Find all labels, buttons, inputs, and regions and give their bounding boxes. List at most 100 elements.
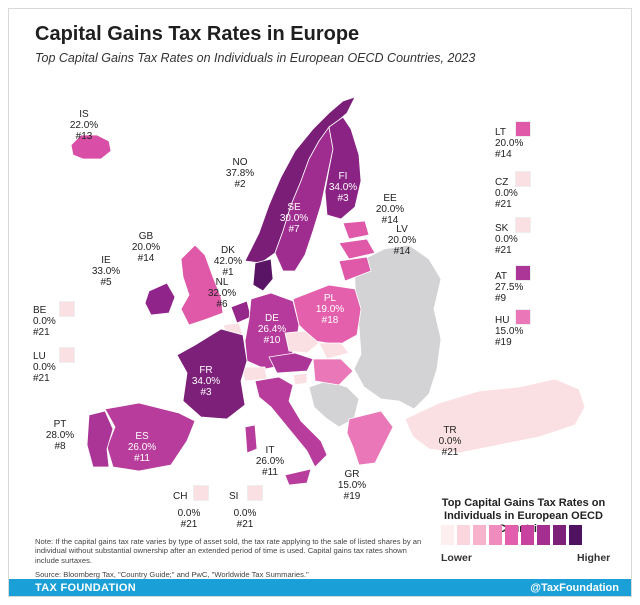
label-IE-rank: #5 [100,277,112,288]
non-oecd-region [353,244,442,410]
country-DK[interactable] [252,258,274,292]
infographic-frame: Capital Gains Tax Rates in Europe Top Ca… [8,8,632,597]
country-EE[interactable] [342,220,370,240]
label-IT-code: IT [265,445,275,456]
label-IS-code: IS [79,109,89,120]
country-HU[interactable] [312,358,354,386]
label-GR-rate: 15.0% [337,480,367,491]
label-IS-rank: #13 [75,131,93,142]
label-PL-code: PL [323,293,337,304]
label-SI-code: SI [229,491,239,502]
label-CH-rank: #21 [180,519,198,530]
country-LT[interactable] [338,256,372,282]
label-SK-rank: #21 [495,245,512,256]
label-HU-rank: #19 [495,337,512,348]
label-FR: FR 34.0% #3 [181,365,231,398]
legend-step-6 [521,525,534,545]
country-CZ[interactable] [284,330,320,354]
country-FR[interactable] [176,328,248,420]
label-SI-rate: 0.0% [233,508,257,519]
label-NO-rate: 37.8% [225,168,255,179]
country-IE[interactable] [144,282,176,316]
label-PL-rank: #18 [321,315,339,326]
label-SK: SK 0.0% #21 [495,223,535,256]
swatch-CZ [515,171,531,187]
label-CH-rate: 0.0% [177,508,201,519]
label-IE-rate: 33.0% [91,266,121,277]
country-IT-sicily[interactable] [284,468,312,486]
label-IT-rate: 26.0% [255,456,285,467]
label-CH: CH 0.0% #21 [169,491,209,530]
label-GR-code: GR [344,469,360,480]
label-LT-code: LT [495,127,506,138]
label-AT-rate: 27.5% [495,282,524,293]
label-NO: NO 37.8% #2 [215,157,265,190]
label-PL: PL 19.0% #18 [305,293,355,326]
label-ES: ES 26.0% #11 [117,431,167,464]
label-ES-rank: #11 [134,453,150,464]
label-SE-rank: #7 [288,224,300,235]
country-GR[interactable] [346,410,394,466]
legend-step-9 [569,525,582,545]
label-SK-code: SK [495,223,509,234]
label-LU-rank: #21 [33,373,50,384]
country-LV[interactable] [338,238,376,260]
label-FI-code: FI [338,171,348,182]
label-DK-rank: #1 [222,267,234,278]
swatch-HU [515,309,531,325]
legend-step-2 [457,525,470,545]
label-LV-rank: #14 [393,246,411,257]
legend-color-scale [441,525,582,545]
label-NL: NL 32.0% #6 [197,277,247,310]
country-IT-sardinia[interactable] [244,424,258,454]
label-HU-rate: 15.0% [495,326,524,337]
label-SE-rate: 30.0% [279,213,309,224]
country-PL[interactable] [292,284,362,346]
country-PT[interactable] [86,410,114,468]
label-LV-rate: 20.0% [387,235,417,246]
label-AT-code: AT [495,271,508,282]
label-ES-code: ES [135,431,149,442]
country-TR[interactable] [404,378,586,454]
label-LU: LU 0.0% #21 [33,351,73,384]
label-IS-rate: 22.0% [69,120,99,131]
label-DE-rank: #10 [263,335,281,346]
legend-step-4 [489,525,502,545]
label-EE-code: EE [383,193,397,204]
label-TR-rank: #21 [441,447,459,458]
label-PT: PT 28.0% #8 [35,419,85,452]
swatch-CH [193,485,209,501]
label-BE-rate: 0.0% [33,316,56,327]
country-IT[interactable] [254,376,328,468]
country-AT[interactable] [268,352,314,374]
label-GB-rate: 20.0% [131,242,161,253]
label-FR-rank: #3 [200,387,212,398]
country-SI[interactable] [292,372,308,386]
label-IE-code: IE [101,255,111,266]
label-LU-rate: 0.0% [33,362,56,373]
label-GR: GR 15.0% #19 [327,469,377,502]
label-CZ: CZ 0.0% #21 [495,177,535,210]
country-FI[interactable] [324,116,362,220]
label-PL-rate: 19.0% [315,304,345,315]
label-AT: AT 27.5% #9 [495,271,535,304]
map-title: Capital Gains Tax Rates in Europe [35,23,360,45]
label-GB: GB 20.0% #14 [121,231,171,264]
label-CZ-rank: #21 [495,199,512,210]
label-SI-rank: #21 [236,519,254,530]
label-CZ-code: CZ [495,177,509,188]
swatch-SI [247,485,263,501]
swatch-LT [515,121,531,137]
footer-handle[interactable]: @TaxFoundation [530,582,619,594]
label-GB-rank: #14 [137,253,155,264]
swatch-AT [515,265,531,281]
label-IE: IE 33.0% #5 [81,255,131,288]
country-IS[interactable] [70,134,112,160]
label-EE-rank: #14 [381,215,399,226]
label-LT-rank: #14 [495,149,512,160]
country-SK[interactable] [318,342,350,360]
country-GB[interactable] [180,244,224,326]
label-IT: IT 26.0% #11 [245,445,295,478]
legend-step-5 [505,525,518,545]
label-HU-code: HU [495,315,510,326]
